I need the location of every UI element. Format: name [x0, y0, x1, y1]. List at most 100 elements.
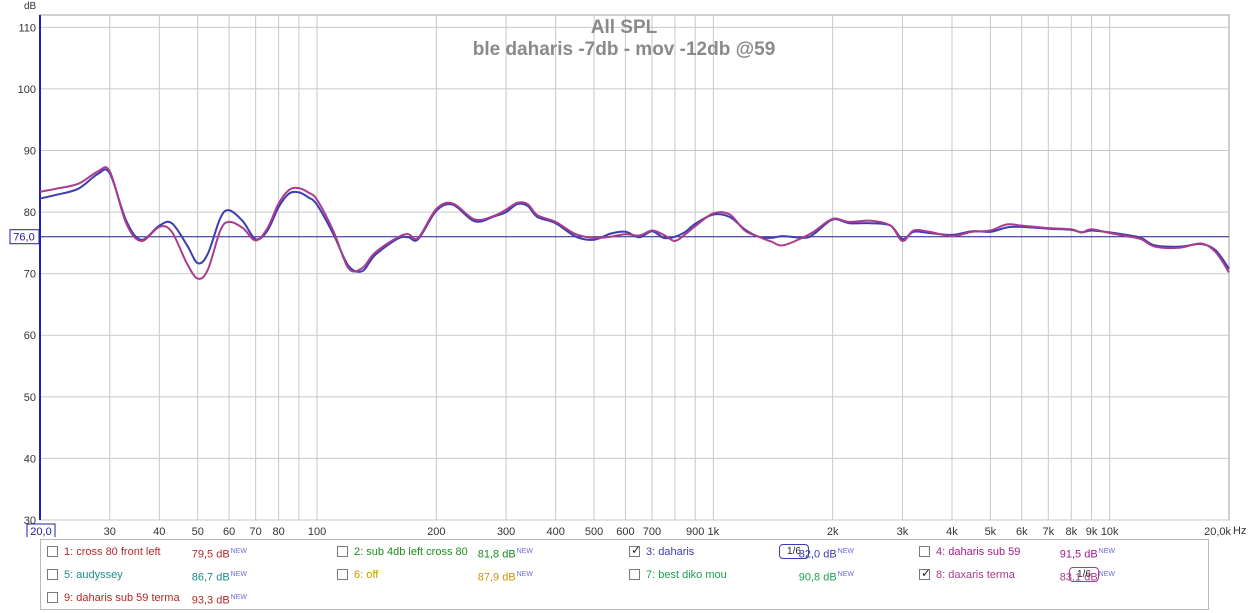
x-tick-label: 300 — [497, 526, 515, 537]
smoothing-button[interactable]: 1/6 — [779, 544, 809, 559]
y-tick-label: 80 — [24, 207, 36, 219]
x-tick-label: 500 — [585, 526, 603, 537]
legend-item[interactable]: ✓ 3: daharis 1/6 82,0 dBNEW — [629, 543, 914, 561]
new-badge: NEW — [516, 548, 533, 555]
legend-value: 86,7 dBNEW — [177, 566, 247, 587]
x-tick-label: 9k — [1086, 526, 1098, 537]
legend-value-text: 87,9 dB — [477, 571, 516, 584]
x-tick-label: 2k — [827, 526, 839, 537]
x-tick-label: 100 — [308, 526, 326, 537]
legend-value: 79,5 dBNEW — [177, 543, 247, 564]
legend-checkbox[interactable]: ✓ — [919, 566, 932, 580]
x-tick-label: 3k — [897, 526, 909, 537]
new-badge: NEW — [1098, 571, 1115, 578]
legend-checkbox[interactable] — [919, 546, 930, 557]
x-tick-label: 30 — [104, 526, 116, 537]
y-tick-label: 60 — [24, 330, 36, 342]
legend-panel: 1: cross 80 front left 79,5 dBNEW 2: sub 4… — [40, 539, 1209, 610]
smoothing-button[interactable]: 1/6 — [1069, 567, 1099, 582]
x-tick-label: 10k — [1101, 526, 1119, 537]
legend-value: 83,1 dBNEW — [1045, 566, 1115, 587]
legend-item[interactable]: 1: cross 80 front left 79,5 dBNEW — [47, 543, 332, 561]
new-badge: NEW — [837, 548, 854, 555]
legend-value: 91,5 dBNEW — [1045, 543, 1115, 564]
legend-label: 4: daharis sub 59 — [936, 546, 1021, 558]
legend-label: 8: daxaris terma — [936, 569, 1015, 581]
x-tick-label: 70 — [250, 526, 262, 537]
reference-level-label: 76,0 — [13, 232, 34, 244]
x-tick-label: 80 — [272, 526, 284, 537]
x-tick-label: 7k — [1042, 526, 1054, 537]
y-tick-label: 50 — [24, 392, 36, 404]
legend-checkbox[interactable]: ✓ — [629, 543, 641, 557]
x-start-box[interactable]: 20,0 — [26, 523, 56, 537]
legend-checkbox[interactable] — [337, 546, 348, 557]
legend-item[interactable]: 7: best diko mou 90,8 dBNEW — [629, 566, 914, 584]
legend-label: 7: best diko mou — [646, 569, 727, 581]
x-tick-label: 700 — [643, 526, 661, 537]
legend-label: 5: audyssey — [64, 569, 123, 581]
x-tick-label: 200 — [427, 526, 445, 537]
chart-title: All SPL — [591, 17, 658, 38]
legend-item[interactable]: 6: off 87,9 dBNEW — [337, 566, 622, 584]
legend-checkbox[interactable] — [47, 592, 58, 603]
x-tick-label: 40 — [153, 526, 165, 537]
y-axis-unit-label: dB — [24, 1, 37, 12]
chart-subtitle: ble daharis -7db - mov -12db @59 — [473, 39, 776, 60]
legend-item[interactable]: 9: daharis sub 59 terma 93,3 dBNEW — [47, 589, 332, 607]
legend-value-text: 90,8 dB — [798, 571, 837, 584]
legend-checkbox[interactable] — [337, 569, 348, 580]
legend-value-text: 83,1 dB — [1059, 571, 1098, 584]
new-badge: NEW — [230, 571, 247, 578]
x-tick-label: 1k — [708, 526, 720, 537]
x-tick-labels: 30 40 50 60 70 80 100 200 300 400 500 600 700 900 1k 2k… — [104, 526, 1232, 537]
grid-lines — [39, 15, 1229, 521]
legend-value-text: 81,8 dB — [477, 548, 516, 561]
new-badge: NEW — [1098, 548, 1115, 555]
legend-value: 90,8 dBNEW — [784, 566, 854, 587]
x-start-label: 20,0 — [30, 526, 51, 537]
x-tick-label: 4k — [946, 526, 958, 537]
legend-value-text: 82,0 dB — [798, 548, 837, 561]
legend-item[interactable]: 4: daharis sub 59 91,5 dBNEW — [919, 543, 1204, 561]
y-tick-label: 40 — [24, 453, 36, 465]
x-tick-label: 8k — [1065, 526, 1077, 537]
new-badge: NEW — [230, 594, 247, 601]
legend-checkbox[interactable] — [47, 569, 58, 580]
spl-chart: 30 40 50 60 70 80 90 100 110 30 40 50 60 70 80 100 200 3… — [9, 1, 1246, 537]
x-tick-label: 6k — [1016, 526, 1028, 537]
legend-label: 6: off — [354, 569, 379, 581]
new-badge: NEW — [516, 571, 533, 578]
legend-checkbox[interactable] — [47, 546, 58, 557]
y-tick-label: 70 — [24, 269, 36, 281]
x-tick-label: 50 — [192, 526, 204, 537]
legend-label: 3: daharis — [646, 546, 695, 558]
new-badge: NEW — [230, 548, 247, 555]
x-tick-label: 400 — [546, 526, 564, 537]
legend-item[interactable]: 5: audyssey 86,7 dBNEW — [47, 566, 332, 584]
legend-value: 82,0 dBNEW — [784, 543, 854, 564]
y-tick-label: 110 — [18, 22, 36, 34]
legend-value-text: 79,5 dB — [191, 548, 230, 561]
x-tick-label: 600 — [616, 526, 634, 537]
x-tick-label: 60 — [223, 526, 235, 537]
legend-value-text: 93,3 dB — [191, 594, 230, 607]
y-tick-label: 90 — [24, 145, 36, 157]
legend-label: 2: sub 4db left cross 80 — [354, 546, 468, 558]
new-badge: NEW — [837, 571, 854, 578]
x-tick-label: 20,0k — [1204, 526, 1231, 537]
series-lines[interactable] — [39, 166, 1230, 280]
legend-value: 87,9 dBNEW — [463, 566, 533, 587]
legend-value-text: 86,7 dB — [191, 571, 230, 584]
legend-value-text: 91,5 dB — [1059, 548, 1098, 561]
legend-item[interactable]: 2: sub 4db left cross 80 81,8 dBNEW — [337, 543, 622, 561]
series-line-2[interactable] — [39, 166, 1230, 280]
legend-item[interactable]: ✓ 8: daxaris terma 1/6 83,1 dBNEW — [919, 566, 1204, 584]
reference-level-box[interactable]: 76,0 — [9, 229, 40, 245]
legend-label: 1: cross 80 front left — [64, 546, 161, 558]
x-tick-label: 900 — [686, 526, 704, 537]
y-tick-label: 100 — [18, 84, 36, 96]
checkmark-icon: ✓ — [921, 566, 932, 580]
legend-checkbox[interactable] — [629, 569, 640, 580]
